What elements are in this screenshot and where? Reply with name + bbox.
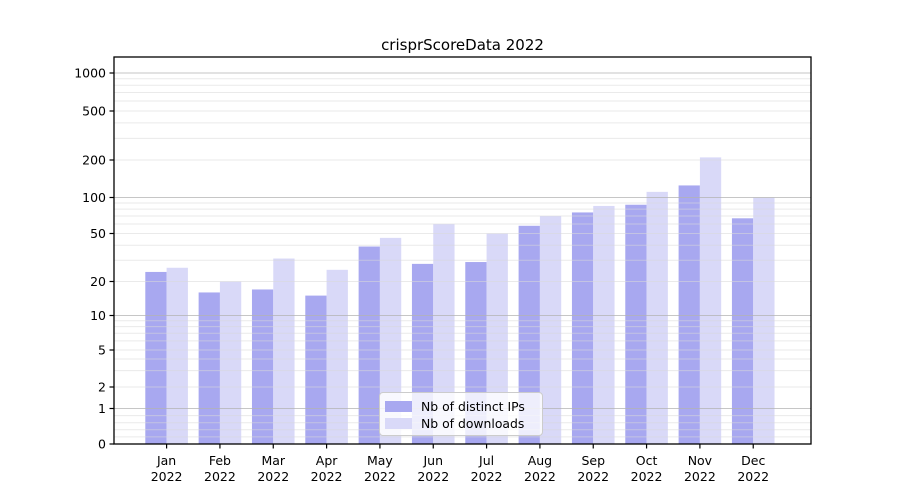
y-tick-label: 20	[90, 274, 106, 289]
y-tick-label: 200	[82, 152, 106, 167]
bar-downloads-jul	[486, 233, 508, 444]
legend-label-downloads: Nb of downloads	[421, 415, 525, 431]
bar-distinct-ips-oct	[625, 204, 647, 444]
y-tick-label: 50	[90, 226, 106, 241]
x-tick-label-month: Jun	[422, 453, 443, 468]
legend-label-distinct-ips: Nb of distinct IPs	[421, 398, 525, 414]
x-tick-label-year: 2022	[577, 469, 609, 484]
x-tick-label-month: Dec	[741, 453, 765, 468]
bar-distinct-ips-jan	[145, 271, 167, 444]
x-tick-label-year: 2022	[471, 469, 503, 484]
bar-downloads-feb	[219, 281, 242, 444]
x-tick-label-year: 2022	[151, 469, 183, 484]
x-tick-label-month: Apr	[316, 453, 338, 468]
bar-downloads-mar	[273, 258, 295, 444]
y-tick-label: 10	[90, 308, 106, 323]
x-tick-label-month: Jul	[478, 453, 494, 468]
y-tick-label: 1	[98, 401, 106, 416]
bar-distinct-ips-feb	[198, 292, 220, 444]
legend-swatch-distinct-ips	[385, 400, 412, 412]
bar-downloads-aug	[539, 216, 562, 444]
x-tick-label-year: 2022	[417, 469, 449, 484]
y-tick-label: 5	[98, 342, 106, 357]
x-tick-label-month: Mar	[261, 453, 285, 468]
bar-downloads-oct	[646, 191, 668, 444]
y-tick-label: 2	[98, 379, 106, 394]
bar-downloads-jan	[166, 267, 188, 444]
bar-downloads-apr	[326, 269, 348, 444]
y-tick-label: 500	[82, 103, 106, 118]
plot-border	[113, 56, 812, 445]
x-tick-label-month: Sep	[581, 453, 605, 468]
bar-distinct-ips-mar	[251, 289, 274, 444]
bar-downloads-jun	[433, 224, 455, 444]
bar-distinct-ips-aug	[518, 225, 540, 444]
legend-swatch-downloads	[385, 417, 412, 429]
x-tick-label-month: May	[367, 453, 393, 468]
bar-downloads-nov	[699, 157, 722, 444]
y-tick-label: 0	[98, 436, 106, 451]
x-tick-label-month: Aug	[528, 453, 552, 468]
x-tick-label-month: Oct	[636, 453, 658, 468]
x-tick-label-year: 2022	[631, 469, 663, 484]
y-tick-label: 100	[82, 190, 106, 205]
x-tick-label-year: 2022	[204, 469, 236, 484]
bar-distinct-ips-dec	[731, 218, 754, 444]
x-tick-label-year: 2022	[524, 469, 556, 484]
bar-distinct-ips-sep	[571, 212, 594, 444]
legend-item-downloads: Nb of downloads	[385, 415, 536, 431]
x-tick-label-month: Jan	[156, 453, 176, 468]
legend: Nb of distinct IPs Nb of downloads	[379, 392, 543, 436]
x-tick-label-month: Nov	[688, 453, 713, 468]
chart-title: crisprScoreData 2022	[381, 36, 544, 54]
x-tick-label-year: 2022	[737, 469, 769, 484]
x-tick-label-year: 2022	[364, 469, 396, 484]
x-tick-label-year: 2022	[311, 469, 343, 484]
x-tick-label-year: 2022	[684, 469, 716, 484]
y-tick-label: 1000	[74, 65, 106, 80]
x-tick-label-year: 2022	[257, 469, 289, 484]
bar-distinct-ips-nov	[678, 185, 700, 444]
bar-downloads-sep	[593, 205, 615, 444]
x-tick-label-month: Feb	[209, 453, 231, 468]
bar-distinct-ips-apr	[305, 295, 327, 444]
legend-item-distinct-ips: Nb of distinct IPs	[385, 398, 536, 414]
bar-distinct-ips-may	[358, 246, 380, 444]
